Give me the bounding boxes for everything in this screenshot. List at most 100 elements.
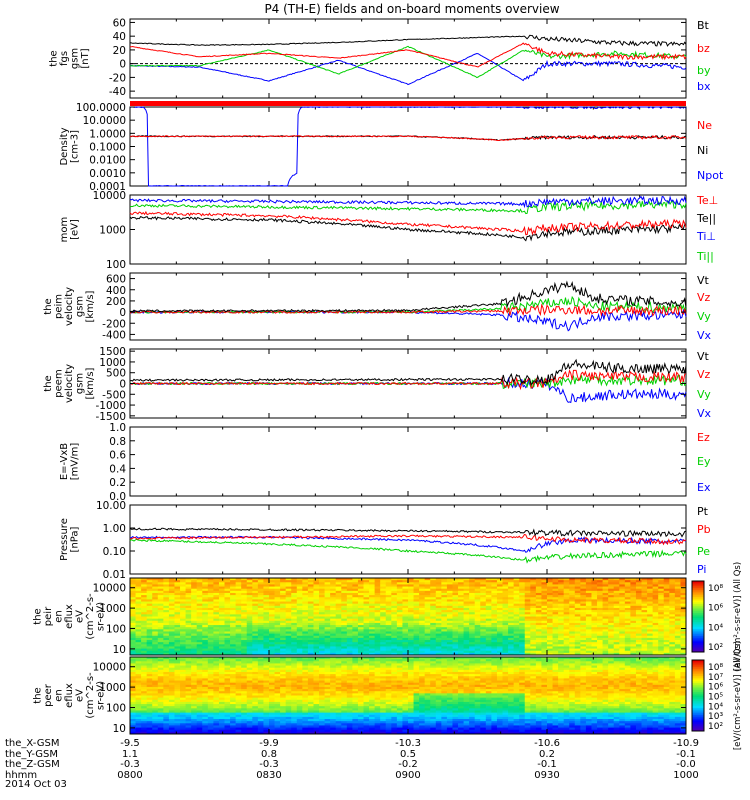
spectrogram-cell <box>591 637 598 641</box>
spectrogram-cell <box>508 650 515 654</box>
spectrogram-cell <box>202 701 209 705</box>
spectrogram-cell <box>458 640 464 643</box>
spectrogram-cell <box>285 618 292 622</box>
spectrogram-cell <box>369 618 376 622</box>
spectrogram-cell <box>602 650 609 654</box>
spectrogram-cell <box>185 610 192 613</box>
y-tick-label: 0.1000 <box>89 142 126 154</box>
spectrogram-cell <box>307 588 314 592</box>
spectrogram-cell <box>641 627 648 630</box>
spectrogram-cell <box>269 607 275 611</box>
spectrogram-cell <box>224 595 231 598</box>
spectrogram-cell <box>313 584 320 587</box>
spectrogram-cell <box>541 610 548 613</box>
spectrogram-cell <box>135 616 142 620</box>
spectrogram-cell <box>252 597 259 600</box>
spectrogram-cell <box>130 625 136 628</box>
spectrogram-cell <box>257 691 264 694</box>
spectrogram-cell <box>424 580 431 583</box>
spectrogram-cell <box>330 584 337 587</box>
spectrogram-cell <box>218 725 225 728</box>
spectrogram-cell <box>419 603 426 607</box>
spectrogram-cell <box>369 640 376 643</box>
spectrogram-cell <box>524 584 531 587</box>
spectrogram-cell <box>130 716 136 720</box>
spectrogram-cell <box>230 723 237 726</box>
spectrogram-cell <box>141 629 148 632</box>
spectrogram-cell <box>446 605 453 609</box>
spectrogram-cell <box>419 616 426 620</box>
spectrogram-cell <box>547 650 553 654</box>
spectrogram-cell <box>430 650 437 654</box>
spectrogram-cell <box>419 614 426 617</box>
spectrogram-cell <box>630 646 637 649</box>
spectrogram-cell <box>402 652 409 656</box>
spectrogram-cell <box>180 710 186 714</box>
y-tick-label: 20 <box>113 45 126 57</box>
spectrogram-cell <box>363 599 370 602</box>
spectrogram-cell <box>152 610 159 613</box>
spectrogram-cell <box>196 607 203 611</box>
spectrogram-cell <box>369 614 376 617</box>
spectrogram-cell <box>624 622 631 626</box>
spectrogram-cell <box>146 614 153 617</box>
spectrogram-cell <box>224 578 231 581</box>
spectrogram-cell <box>619 635 626 639</box>
spectrogram-cell <box>474 601 481 605</box>
spectrogram-cell <box>524 588 531 592</box>
spectrogram-cell <box>263 659 270 662</box>
spectrogram-cell <box>541 612 548 615</box>
spectrogram-cell <box>224 719 231 722</box>
spectrogram-cell <box>241 714 248 718</box>
spectrogram-cell <box>513 588 520 592</box>
spectrogram-cell <box>191 588 198 592</box>
spectrogram-cell <box>168 682 175 686</box>
spectrogram-cell <box>163 650 170 654</box>
spectrogram-cell <box>574 592 581 596</box>
spectrogram-cell <box>202 680 209 684</box>
spectrogram-cell <box>146 699 153 703</box>
spectrogram-cell <box>191 729 198 733</box>
spectrogram-cell <box>458 648 464 652</box>
spectrogram-cell <box>280 620 287 624</box>
spectrogram-cell <box>257 622 264 626</box>
spectrogram-cell <box>369 652 376 656</box>
spectrogram-cell <box>541 592 548 596</box>
spectrogram-cell <box>313 629 320 632</box>
spectrogram-cell <box>452 601 459 605</box>
spectrogram-cell <box>380 625 387 628</box>
spectrogram-cell <box>535 582 542 585</box>
spectrogram-cell <box>196 635 203 639</box>
spectrogram-cell <box>541 640 548 643</box>
y-tick-label: 0.0010 <box>89 168 126 180</box>
spectrogram-cell <box>613 650 620 654</box>
spectrogram-cell <box>235 599 242 602</box>
spectrogram-cell <box>174 620 181 624</box>
spectrogram-cell <box>335 633 342 637</box>
spectrogram-cell <box>480 637 487 641</box>
spectrogram-cell <box>202 612 209 615</box>
spectrogram-cell <box>174 676 181 679</box>
spectrogram-cell <box>613 646 620 649</box>
spectrogram-cell <box>435 605 442 609</box>
spectrogram-cell <box>558 618 565 622</box>
spectrogram-cell <box>163 716 170 720</box>
spectrogram-cell <box>541 648 548 652</box>
spectrogram-cell <box>408 644 414 647</box>
spectrogram-cell <box>380 588 387 592</box>
spectrogram-cell <box>547 625 553 628</box>
spectrogram-cell <box>257 584 264 587</box>
spectrogram-cell <box>263 635 270 639</box>
spectrogram-cell <box>430 610 437 613</box>
spectrogram-cell <box>324 601 331 605</box>
spectrogram-cell <box>135 622 142 626</box>
spectrogram-cell <box>658 605 665 609</box>
spectrogram-cell <box>152 663 159 666</box>
spectrogram-cell <box>213 712 220 716</box>
spectrogram-cell <box>246 657 253 660</box>
spectrogram-cell <box>680 605 687 609</box>
spectrogram-cell <box>307 618 314 622</box>
spectrogram-cell <box>252 610 259 613</box>
spectrogram-cell <box>547 603 553 607</box>
legend-label: Bt <box>697 19 710 32</box>
